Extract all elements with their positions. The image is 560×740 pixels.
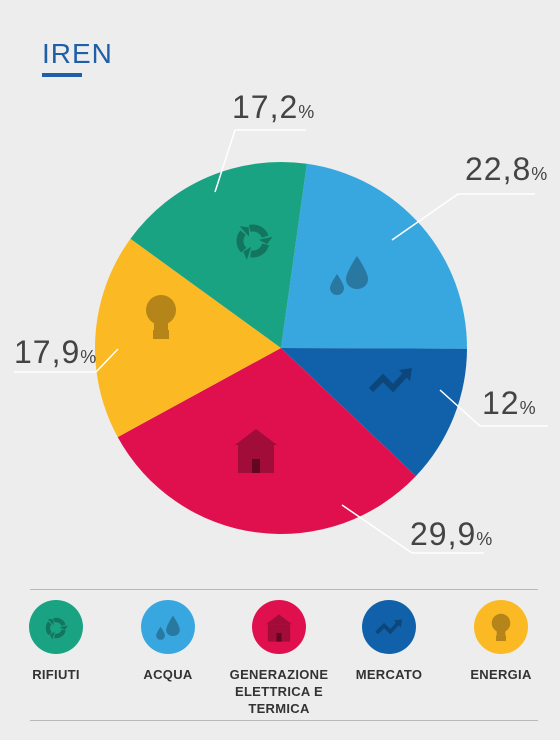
data-label: 22,8% [465,151,548,187]
recycle-icon [45,617,69,640]
title-underline [42,73,82,77]
pie-chart: 22,8% 12% 29,9% 17,9% 17,2% [14,89,548,554]
leader-line [214,129,306,193]
data-label: 17,9% [14,334,97,370]
legend: RIFIUTI ACQUA GENERAZIONE ELETTRICA E TERM… [0,598,560,718]
leader-line [439,389,548,427]
legend-swatch [474,600,528,654]
legend-item: GENERAZIONE ELETTRICA E TERMICA [223,598,335,717]
legend-item: RIFIUTI [0,598,112,683]
legend-label: ACQUA [143,667,193,682]
legend-label: RIFIUTI [32,667,80,682]
legend-item: MERCATO [333,598,445,683]
legend-label: ENERGIA [470,667,532,682]
chart-title: IREN [42,38,113,69]
house-icon [265,614,293,642]
pie-slice-energia [94,238,281,438]
trend-arrow-icon [368,368,412,393]
light-bulb-icon [491,613,511,642]
house-icon [235,429,277,473]
legend-item: ENERGIA [445,598,557,683]
data-label: 17,2% [232,89,315,125]
trend-arrow-icon [375,619,403,635]
recycle-icon [236,224,273,261]
data-label: 29,9% [410,516,493,552]
legend-swatch [362,600,416,654]
light-bulb-icon [146,295,176,339]
legend-label: GENERAZIONE ELETTRICA E TERMICA [229,667,329,716]
leader-line [341,504,484,554]
leader-line [14,348,119,373]
pie-slice-acqua [281,163,467,349]
data-label: 12% [482,385,537,421]
pie-slice-rifiuti [130,161,307,348]
legend-swatch [252,600,306,654]
legend-item: ACQUA [112,598,224,683]
leader-line [391,193,535,241]
legend-swatch [141,600,195,654]
legend-swatch [29,600,83,654]
water-drops-icon [330,256,368,295]
legend-label: MERCATO [355,667,423,682]
legend-divider-top [30,589,538,590]
water-drops-icon [156,615,180,640]
legend-divider-bottom [30,720,538,721]
pie-slice-mercato [281,348,467,477]
